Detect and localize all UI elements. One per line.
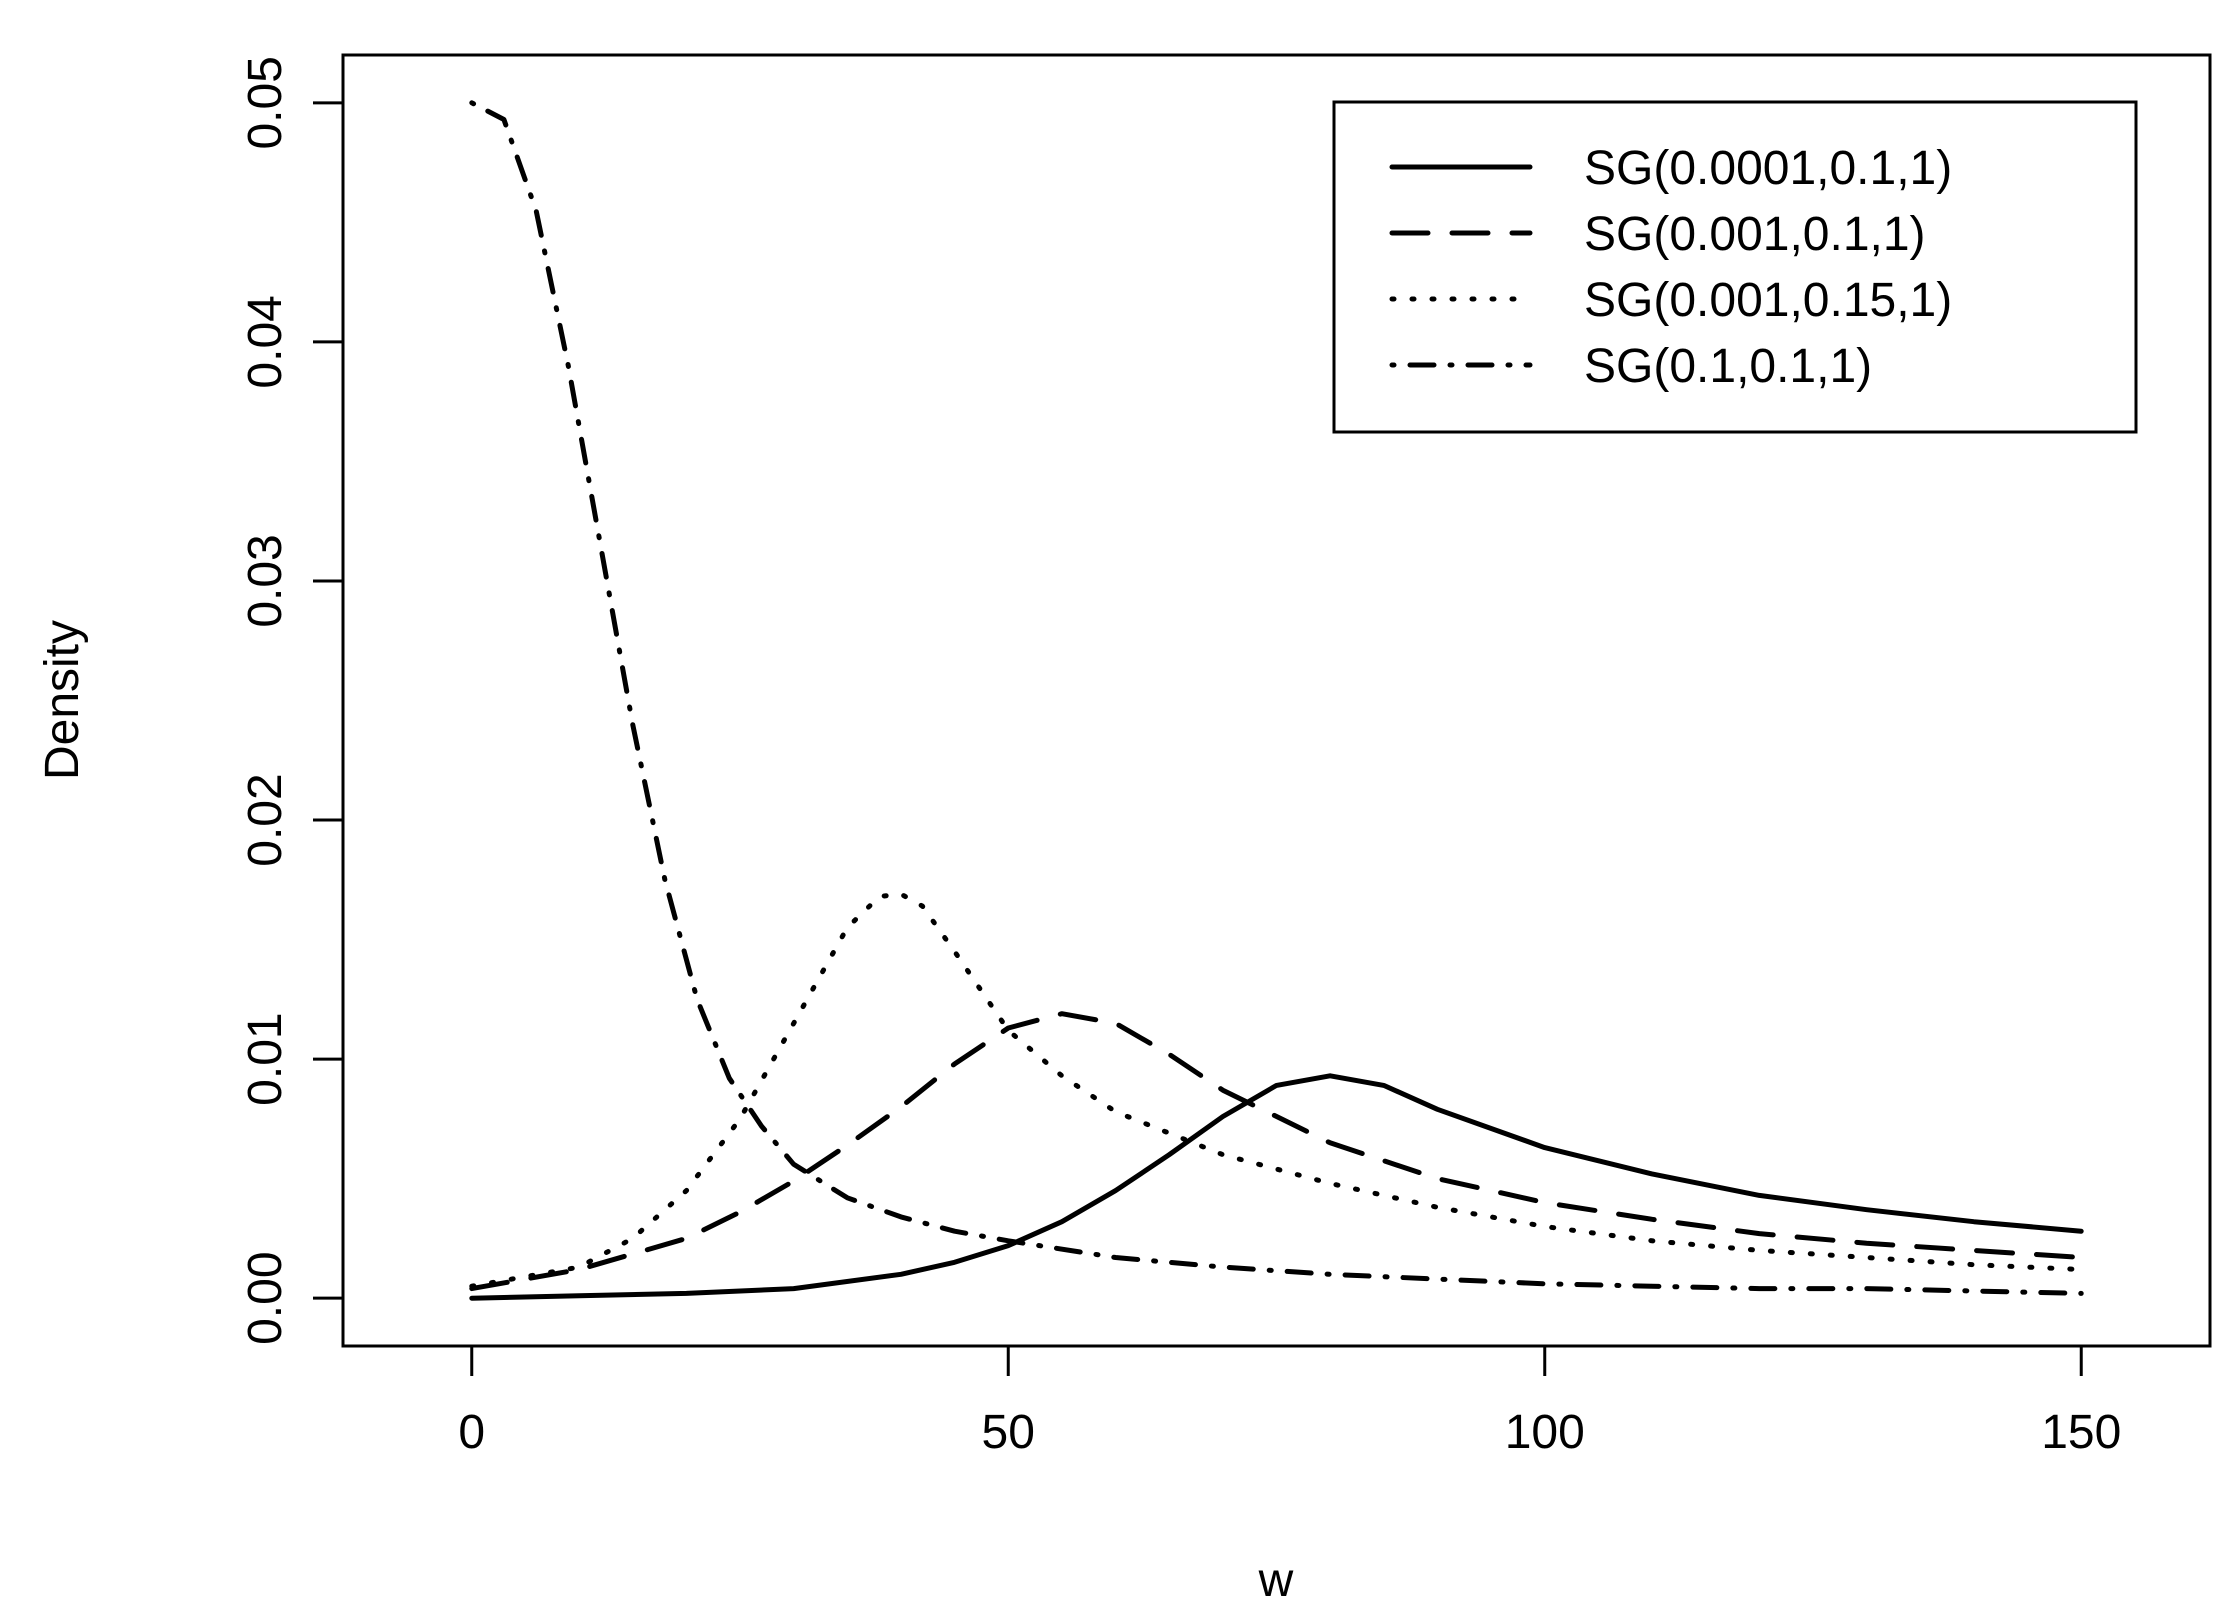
y-axis-label: Density — [36, 620, 89, 780]
y-axis: 0.00 0.01 0.02 0.03 0.04 0.05 — [239, 56, 345, 1345]
x-tick-label: 50 — [982, 1406, 1035, 1459]
legend-label-1: SG(0.0001,0.1,1) — [1584, 142, 1952, 195]
x-axis: 0 50 100 150 — [458, 1344, 2121, 1459]
y-tick-label: 0.02 — [239, 773, 292, 866]
legend: SG(0.0001,0.1,1) SG(0.001,0.1,1) SG(0.001,… — [1332, 100, 2138, 434]
legend-label-4: SG(0.1,0.1,1) — [1584, 340, 1872, 393]
series-line-2 — [469, 1011, 2084, 1292]
legend-box — [1332, 100, 2138, 434]
x-tick-label: 100 — [1505, 1406, 1585, 1459]
y-tick-label: 0.01 — [239, 1012, 292, 1105]
legend-label-3: SG(0.001,0.15,1) — [1584, 274, 1952, 327]
series-layer — [469, 100, 2084, 1301]
y-tick-label: 0.04 — [239, 295, 292, 388]
x-tick-label: 150 — [2041, 1406, 2121, 1459]
legend-label-2: SG(0.001,0.1,1) — [1584, 208, 1926, 261]
x-tick-label: 0 — [458, 1406, 485, 1459]
series-line-3 — [469, 891, 2084, 1289]
series-line-4 — [469, 100, 2084, 1296]
x-axis-label: w — [1258, 1554, 1294, 1607]
y-tick-label: 0.00 — [239, 1251, 292, 1344]
y-tick-label: 0.05 — [239, 56, 292, 149]
y-tick-label: 0.03 — [239, 534, 292, 627]
series-line-1 — [469, 1073, 2084, 1301]
